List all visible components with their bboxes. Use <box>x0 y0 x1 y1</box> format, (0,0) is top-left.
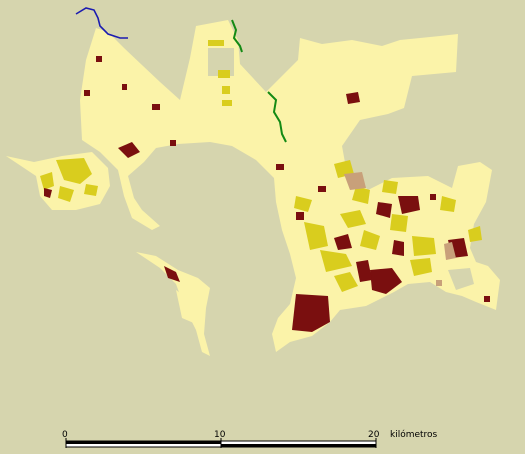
land-southwest <box>176 290 196 324</box>
urban-yellow-layer <box>40 40 482 292</box>
scale-label-10: 10 <box>214 430 226 440</box>
urban-tan-layer <box>344 172 456 286</box>
land-south-peninsula <box>136 252 210 356</box>
scale-label-0: 0 <box>62 430 68 440</box>
scale-label-20: 20 <box>368 430 380 440</box>
hole-east <box>448 268 474 290</box>
river-green-south <box>267 91 287 143</box>
scale-bar <box>65 438 377 448</box>
land-mass <box>80 20 500 352</box>
river-blue <box>75 7 128 39</box>
river-green-north <box>231 19 243 53</box>
scale-unit-label: kilómetros <box>390 430 438 440</box>
